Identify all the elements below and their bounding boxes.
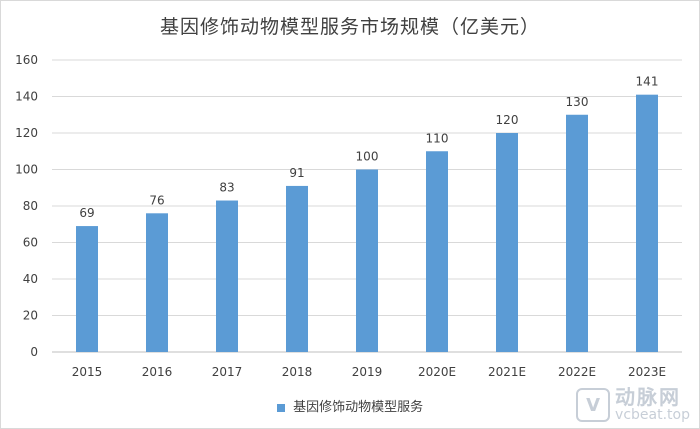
data-label: 141 [636,75,659,89]
bar [356,169,378,352]
y-tick-label: 160 [15,53,38,67]
x-tick-label: 2019 [352,365,383,379]
y-tick-label: 20 [23,309,38,323]
y-tick-label: 120 [15,126,38,140]
x-tick-label: 2021E [488,365,526,379]
x-tick-label: 2022E [558,365,596,379]
y-tick-label: 80 [23,199,38,213]
x-tick-label: 2016 [142,365,173,379]
y-tick-label: 40 [23,272,38,286]
x-tick-label: 2017 [212,365,243,379]
y-tick-label: 60 [23,236,38,250]
bar [426,151,448,352]
data-label: 83 [219,181,234,195]
bar [216,200,238,352]
data-label: 91 [289,166,304,180]
bar [146,213,168,352]
data-label: 130 [566,95,589,109]
legend-label: 基因修饰动物模型服务 [293,400,424,415]
bar [566,114,588,352]
legend-swatch [276,403,285,412]
bar [286,185,308,352]
bar [76,226,98,352]
data-label: 76 [149,193,164,207]
watermark-name: 动脉网 [615,385,682,410]
data-label: 120 [496,113,519,127]
watermark-logo-icon: V [576,388,611,423]
data-label: 110 [426,131,449,145]
data-label: 100 [356,150,379,164]
x-tick-label: 2018 [282,365,313,379]
bar [496,133,518,352]
y-tick-label: 140 [15,90,38,104]
bar [636,94,658,353]
legend: 基因修饰动物模型服务 [0,396,700,415]
watermark-url: vcbeat.top [615,407,690,424]
chart-title: 基因修饰动物模型服务市场规模（亿美元） [159,16,540,38]
x-tick-label: 2023E [628,365,666,379]
data-label: 69 [79,206,94,220]
x-tick-label: 2015 [72,365,103,379]
y-tick-label: 100 [15,163,38,177]
y-tick-label: 0 [30,345,38,359]
x-tick-label: 2020E [418,365,456,379]
watermark: V 动脉网 vcbeat.top [576,387,690,423]
